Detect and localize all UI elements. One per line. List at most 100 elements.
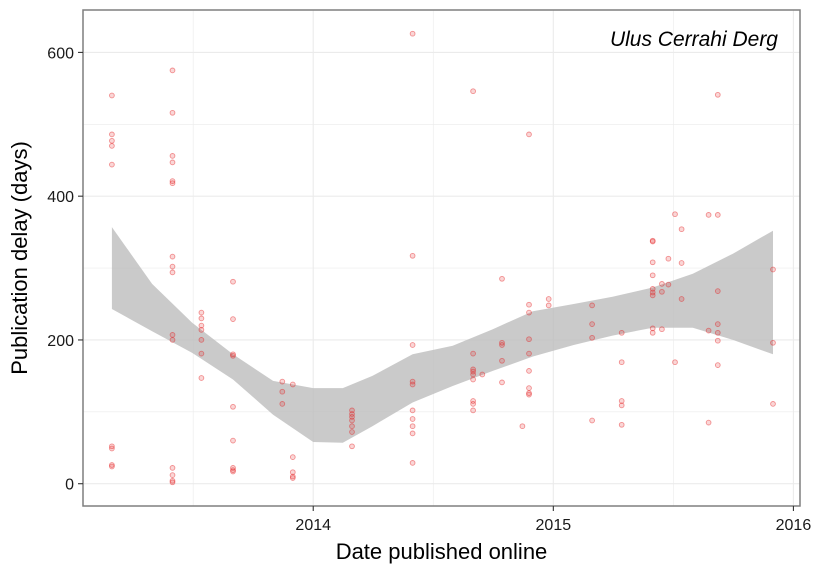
data-point xyxy=(289,475,296,481)
data-point xyxy=(705,419,712,426)
data-point xyxy=(618,329,625,336)
data-point xyxy=(230,467,236,473)
data-point xyxy=(109,161,115,168)
data-point xyxy=(109,131,115,138)
data-point xyxy=(470,366,476,373)
data-point xyxy=(169,269,176,276)
data-point xyxy=(409,252,416,259)
data-point xyxy=(169,465,176,471)
data-point xyxy=(714,91,721,98)
data-point xyxy=(409,30,416,37)
data-point xyxy=(659,326,665,333)
data-point xyxy=(672,211,678,218)
data-point xyxy=(409,423,416,430)
data-point xyxy=(409,342,416,348)
data-point xyxy=(349,411,355,417)
data-point xyxy=(526,350,532,357)
grid-lines xyxy=(83,10,800,506)
data-point xyxy=(470,407,476,414)
data-point xyxy=(665,255,672,262)
data-point xyxy=(169,263,176,270)
data-point xyxy=(198,327,205,333)
x-tick-label: 2015 xyxy=(536,517,572,534)
data-point xyxy=(349,429,355,435)
data-point xyxy=(659,281,665,287)
data-point xyxy=(169,472,176,478)
plot-panel-border xyxy=(82,9,801,507)
data-point xyxy=(519,423,526,430)
data-point xyxy=(526,131,532,138)
data-point xyxy=(169,180,176,187)
data-point xyxy=(169,153,176,159)
y-tick-label: 400 xyxy=(47,189,74,206)
data-point xyxy=(230,316,236,322)
data-point xyxy=(470,371,476,378)
data-point xyxy=(499,339,505,346)
x-tick-label: 2016 xyxy=(776,517,812,534)
data-point xyxy=(230,465,236,471)
data-point xyxy=(169,253,176,260)
data-point xyxy=(678,226,685,233)
data-point xyxy=(409,407,416,414)
data-point xyxy=(526,385,532,391)
data-point xyxy=(470,401,476,407)
data-point xyxy=(198,315,205,322)
data-point xyxy=(289,381,296,388)
data-point xyxy=(649,237,656,244)
data-point xyxy=(279,388,286,395)
data-point xyxy=(618,359,625,366)
data-point xyxy=(649,289,656,296)
x-axis-title: Date published online xyxy=(336,539,548,564)
data-point xyxy=(714,288,721,294)
data-point xyxy=(672,359,678,366)
data-point xyxy=(230,468,236,475)
data-point xyxy=(649,325,656,332)
data-point xyxy=(289,454,296,460)
data-point xyxy=(649,259,656,266)
data-point xyxy=(279,378,286,385)
data-point xyxy=(409,460,416,466)
data-point xyxy=(649,292,656,299)
data-point xyxy=(349,443,355,450)
data-point xyxy=(589,302,595,309)
data-point xyxy=(169,159,176,166)
data-point xyxy=(526,368,532,374)
data-point xyxy=(169,109,176,116)
data-point xyxy=(589,417,595,424)
data-point xyxy=(526,336,532,343)
data-point xyxy=(109,137,115,144)
data-point xyxy=(470,376,476,383)
data-point xyxy=(230,403,236,410)
data-point xyxy=(470,398,476,404)
data-point xyxy=(289,473,296,480)
data-point xyxy=(770,266,776,273)
data-point xyxy=(545,302,552,309)
data-point xyxy=(169,477,176,484)
data-point xyxy=(109,92,115,99)
data-point xyxy=(230,352,236,359)
data-point xyxy=(470,368,476,375)
x-tick-label: 2014 xyxy=(295,517,331,534)
data-point xyxy=(649,238,656,245)
data-point xyxy=(714,212,721,218)
y-tick-label: 600 xyxy=(47,45,74,62)
data-point xyxy=(349,417,355,424)
data-point xyxy=(499,275,505,282)
y-axis-title: Publication delay (days) xyxy=(7,141,32,375)
data-point xyxy=(409,430,416,437)
data-point xyxy=(198,350,205,357)
data-point xyxy=(649,329,656,336)
confidence-ribbon xyxy=(111,227,773,443)
data-point xyxy=(770,401,776,407)
data-point xyxy=(678,260,685,266)
data-point xyxy=(659,288,665,295)
data-point xyxy=(198,322,205,329)
data-point xyxy=(409,381,416,388)
data-point xyxy=(279,401,286,407)
data-point xyxy=(109,143,115,149)
data-point xyxy=(169,332,176,338)
chart-annotation: Ulus Cerrahi Derg xyxy=(610,28,778,51)
data-point xyxy=(770,339,776,346)
data-point xyxy=(618,421,625,428)
